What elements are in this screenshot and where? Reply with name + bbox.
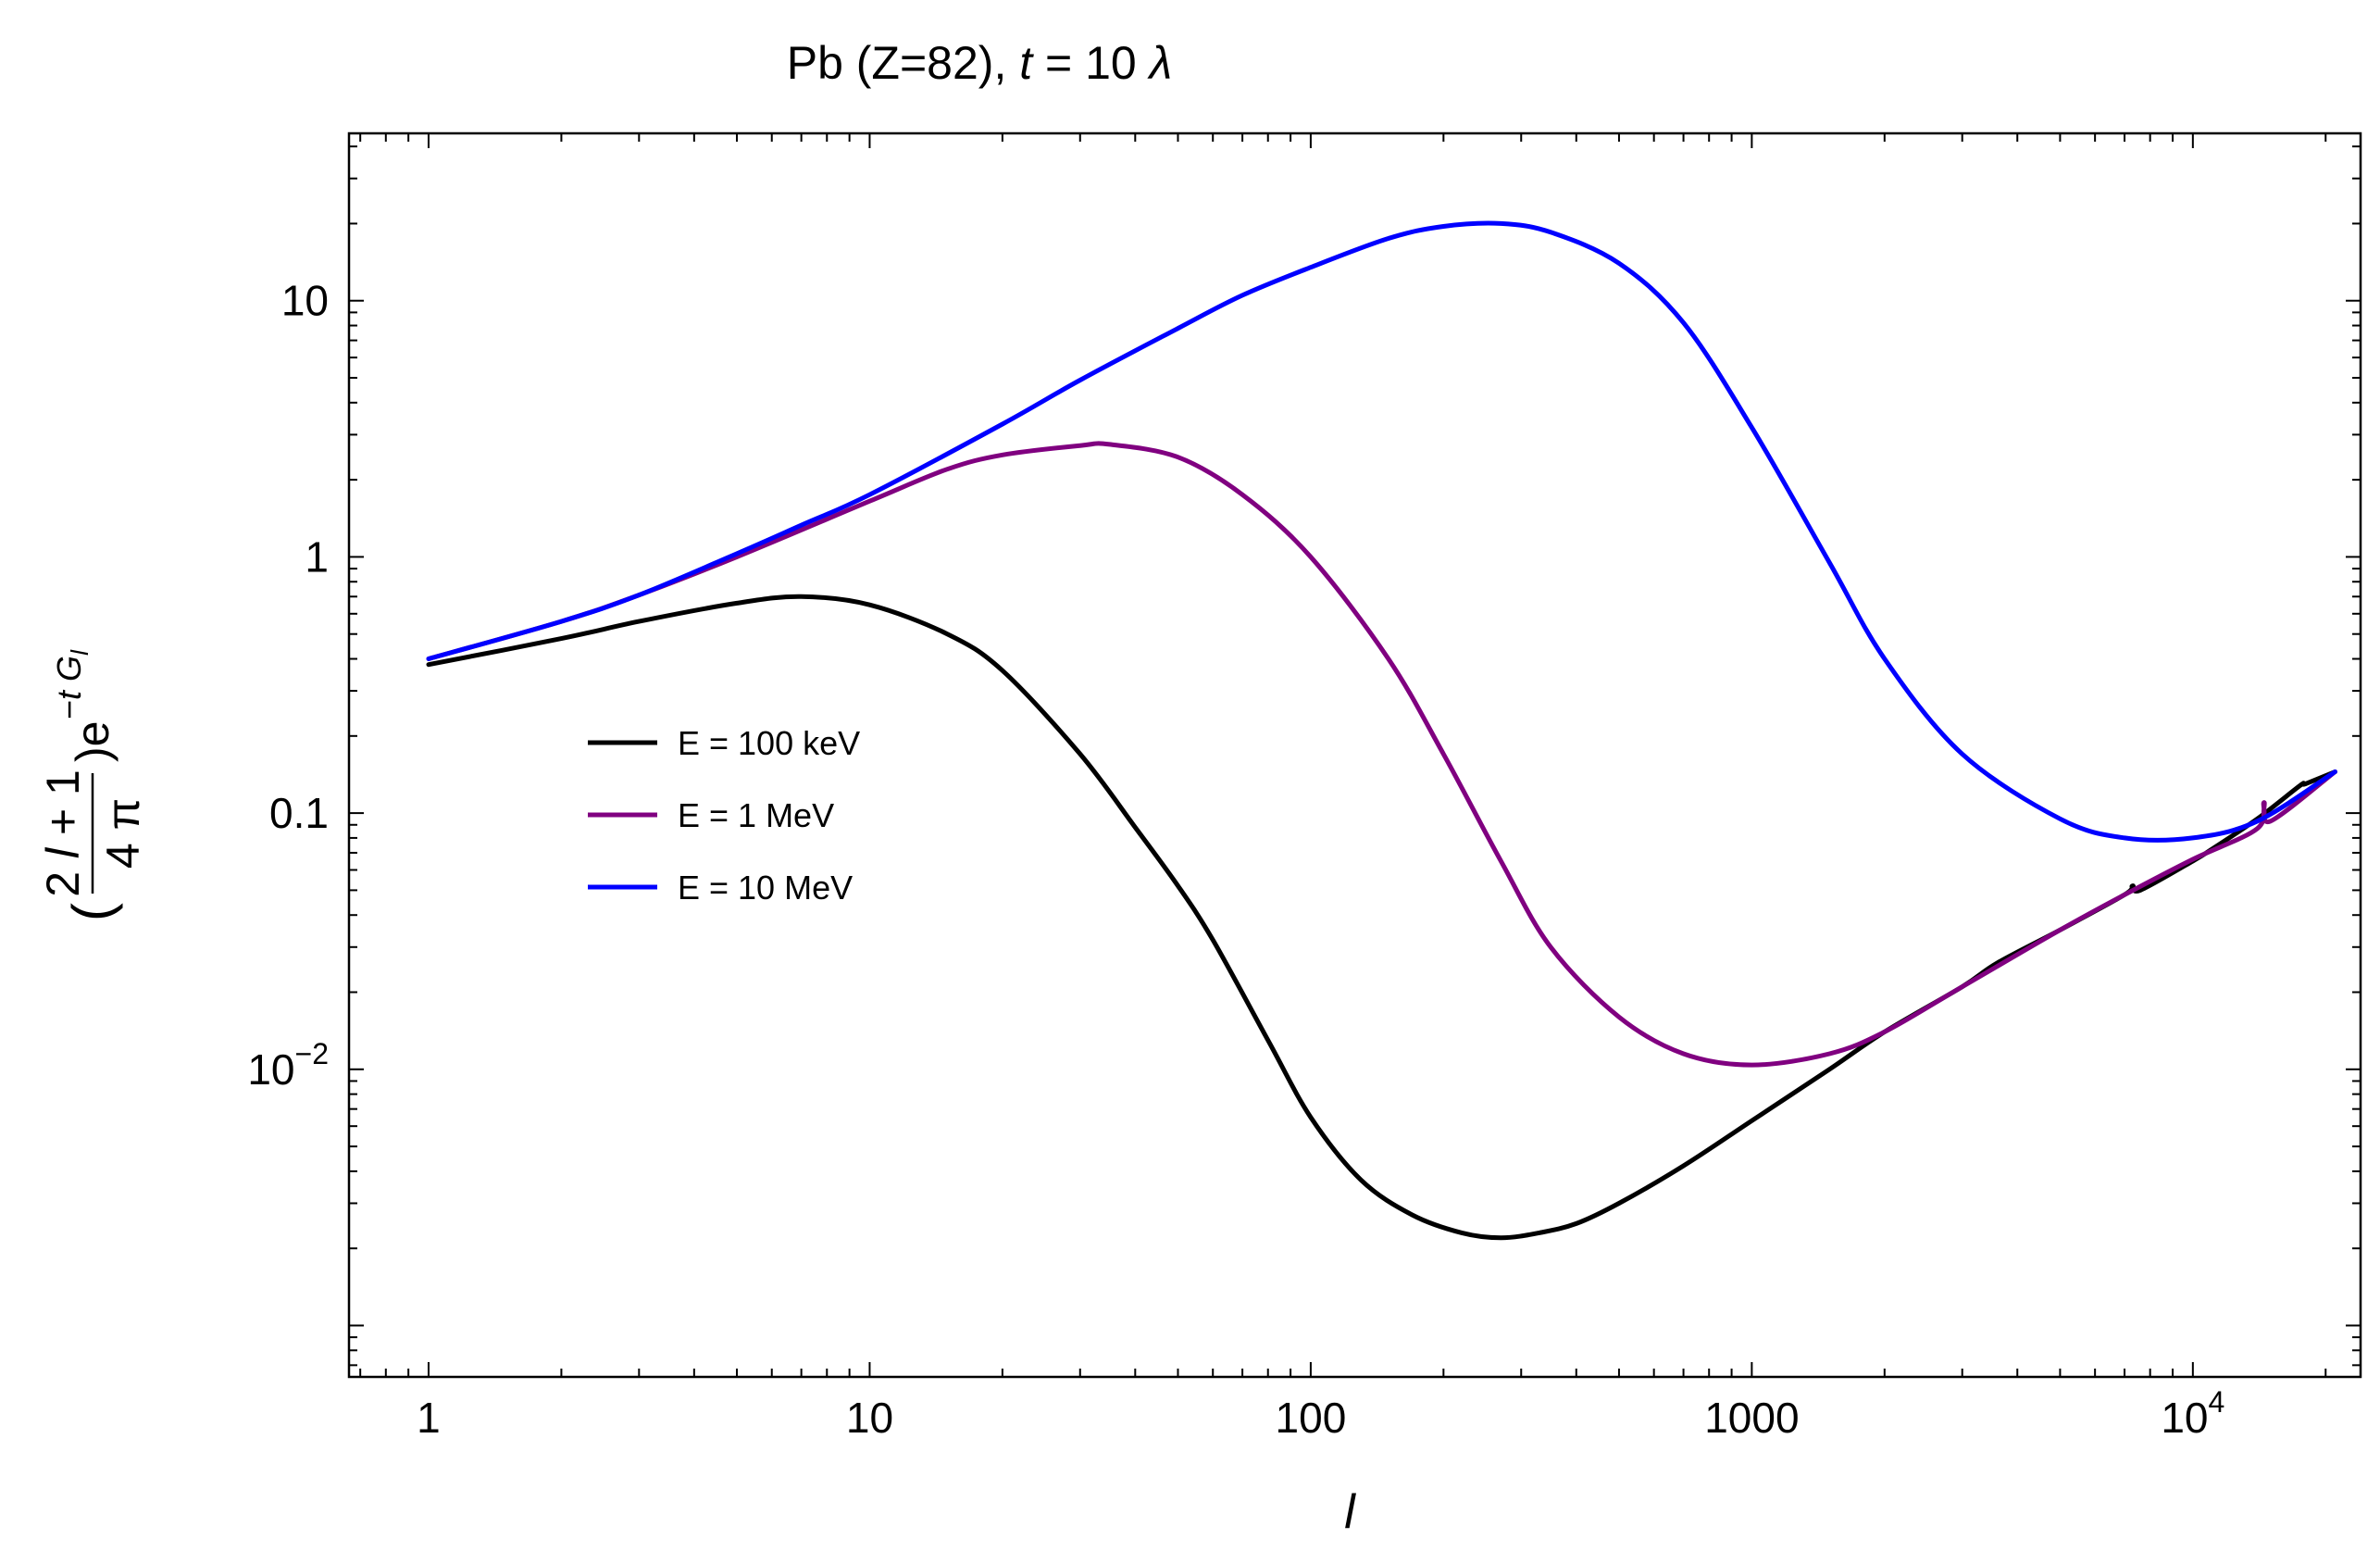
chart-title-prefix: Pb (Z=82), — [787, 37, 1020, 89]
y-label-num-rest: + 1 — [37, 769, 89, 848]
y-label-exp-G: G — [50, 656, 88, 682]
x-axis-label: l — [1344, 1485, 1356, 1539]
y-label-paren-close: )e — [67, 721, 118, 762]
axis-ticks — [349, 133, 2361, 1377]
y-label-num-var: l — [37, 846, 89, 858]
series-line-1mev — [426, 441, 2337, 1068]
y-label-num-coef: 2 — [37, 858, 89, 897]
legend-item-10mev: E = 10 MeV — [588, 869, 853, 907]
y-label-numerator: 2 l + 1 — [37, 769, 89, 897]
y-label-paren-open: ( — [61, 903, 123, 921]
x-tick-label: 100 — [1276, 1394, 1347, 1442]
x-tick-label: 104 — [2161, 1385, 2224, 1442]
legend-label-1mev: E = 1 MeV — [678, 796, 834, 834]
y-label-exp-sub: l — [66, 649, 93, 656]
y-tick-label: 10 — [281, 277, 329, 325]
legend-item-100kev: E = 100 keV — [588, 724, 860, 762]
y-tick-label: 0.1 — [269, 789, 329, 837]
series-line-10mev — [426, 220, 2337, 843]
legend-item-1mev: E = 1 MeV — [588, 796, 834, 834]
y-axis-label: ( 2 l + 1 4 π )e −t Gl — [37, 649, 149, 921]
y-label-exponent: −t Gl — [50, 649, 93, 719]
data-series — [426, 220, 2337, 1241]
chart-title-unit: λ — [1147, 37, 1173, 89]
y-label-exp-space — [50, 682, 88, 691]
y-tick-label: 1 — [305, 532, 329, 581]
x-tick-label: 1000 — [1704, 1394, 1799, 1442]
plot-frame — [347, 131, 2362, 1379]
x-tick-label-exponent: 4 — [2209, 1385, 2225, 1419]
y-tick-label-exponent: −2 — [295, 1037, 329, 1070]
x-tick-label: 10 — [846, 1394, 893, 1442]
y-label-denominator: 4 π — [97, 798, 149, 869]
chart-title-var: t — [1019, 37, 1034, 89]
legend: E = 100 keV E = 1 MeV E = 10 MeV — [588, 724, 860, 907]
x-tick-label: 1 — [417, 1394, 441, 1442]
y-label-exp-minus: − — [50, 700, 88, 719]
legend-label-100kev: E = 100 keV — [678, 724, 860, 762]
y-label-exp-t: t — [50, 689, 88, 700]
chart-title-eq: = 10 — [1032, 37, 1150, 89]
chart-title: Pb (Z=82), t = 10 λ — [787, 37, 1173, 89]
legend-label-10mev: E = 10 MeV — [678, 869, 853, 907]
